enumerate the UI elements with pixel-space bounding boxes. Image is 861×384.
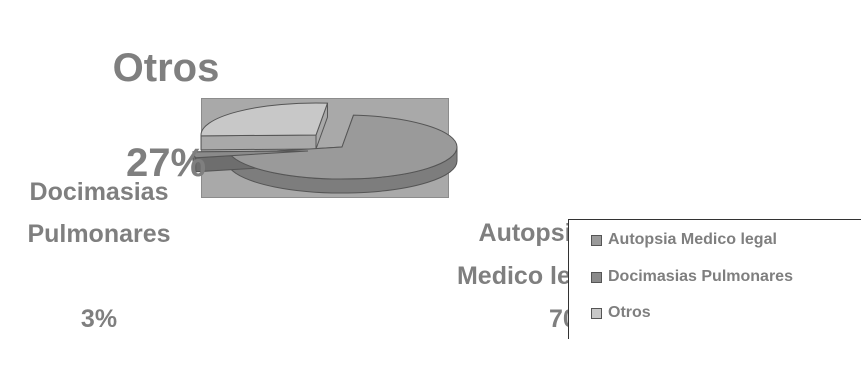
data-label-docimasias-name: Docimasias Pulmonares <box>27 177 171 249</box>
legend-label-docimasias: Docimasias Pulmonares <box>608 268 793 285</box>
legend-item-otros: Otros <box>591 303 651 323</box>
data-label-otros: Otros 27% <box>96 0 236 187</box>
data-label-otros-name: Otros <box>112 46 220 91</box>
pie-slice-docimasias <box>192 150 309 159</box>
data-label-docimasias: Docimasias Pulmonares 3% <box>0 128 198 341</box>
legend-swatch-docimasias <box>591 271 602 283</box>
pie-chart <box>192 102 458 194</box>
legend-item-docimasias: Docimasias Pulmonares <box>591 267 793 287</box>
chart-legend: Autopsia Medico legal Docimasias Pulmona… <box>568 219 861 339</box>
legend-label-autopsia: Autopsia Medico legal <box>608 231 777 248</box>
legend-label-otros: Otros <box>608 304 651 321</box>
legend-item-autopsia: Autopsia Medico legal <box>591 230 777 250</box>
pie-slice-side-otros <box>200 102 328 151</box>
pie-slice-otros <box>200 102 329 137</box>
legend-swatch-otros <box>591 307 602 319</box>
pie-slice-autopsia <box>228 114 458 180</box>
data-label-otros-percent: 27% <box>125 140 207 185</box>
legend-swatch-autopsia <box>591 234 602 246</box>
data-label-docimasias-percent: 3% <box>80 305 118 333</box>
